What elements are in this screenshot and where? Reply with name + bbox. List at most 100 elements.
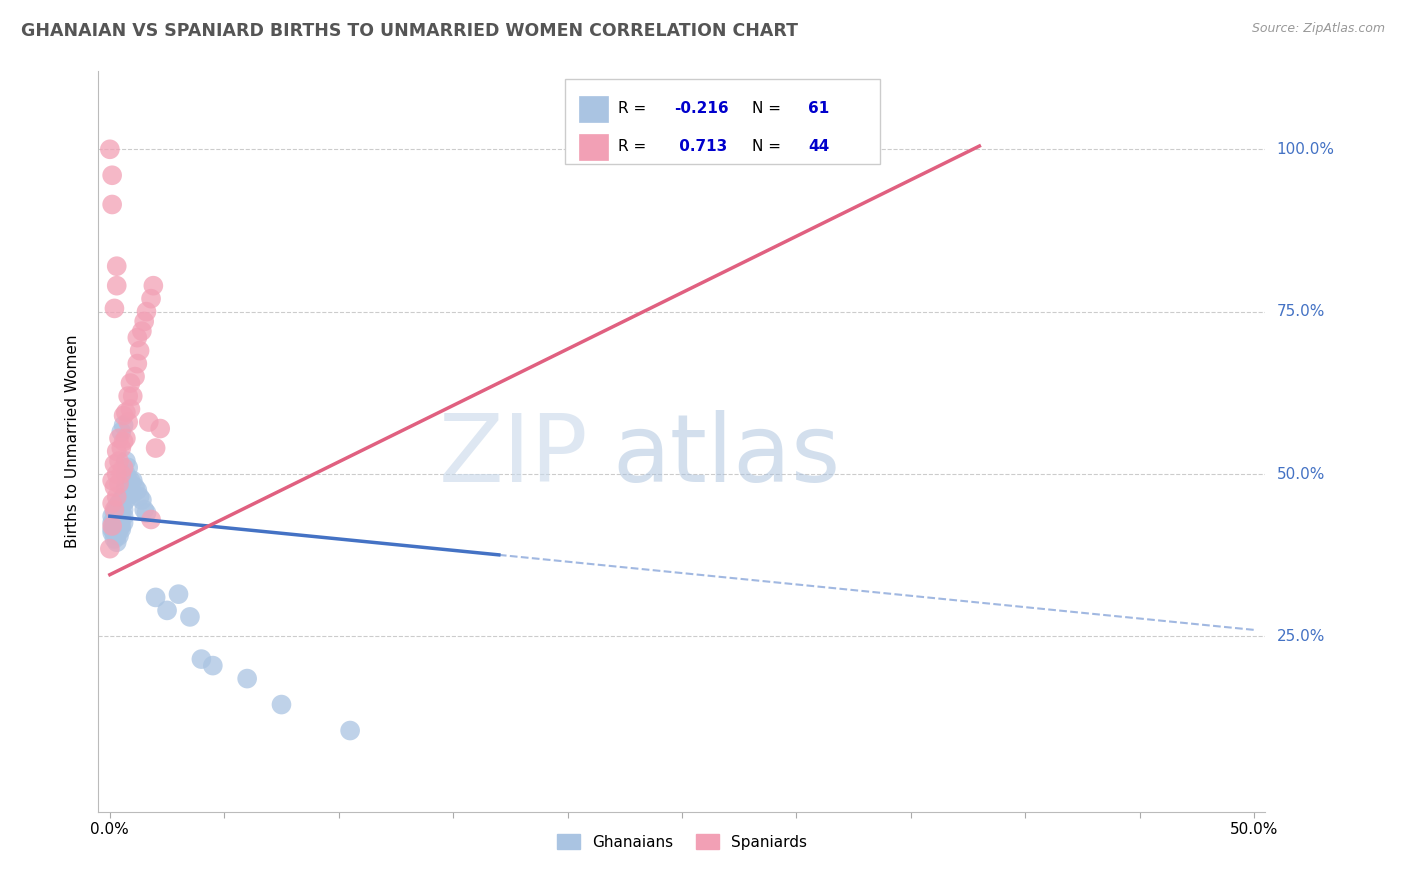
Point	[108, 454, 131, 468]
Point	[270, 698, 292, 712]
Point	[101, 525, 124, 540]
Point	[101, 509, 124, 524]
Text: N =: N =	[752, 101, 786, 116]
Text: 44: 44	[808, 139, 830, 154]
Point	[117, 460, 139, 475]
Point	[112, 409, 135, 423]
Point	[110, 425, 132, 439]
Point	[103, 519, 125, 533]
Point	[105, 519, 128, 533]
Point	[105, 500, 128, 514]
Point	[101, 496, 124, 510]
Legend: Ghanaians, Spaniards: Ghanaians, Spaniards	[551, 828, 813, 856]
Point	[108, 522, 131, 536]
Point	[117, 486, 139, 500]
Point	[112, 490, 135, 504]
Point	[128, 490, 150, 504]
Point	[110, 519, 132, 533]
Point	[134, 502, 156, 516]
Point	[139, 292, 162, 306]
Text: 100.0%: 100.0%	[1277, 142, 1334, 157]
Point	[108, 516, 131, 530]
Point	[101, 519, 124, 533]
Point	[103, 532, 125, 546]
Point	[105, 278, 128, 293]
Point	[101, 522, 124, 536]
Bar	[579, 134, 609, 160]
Point	[124, 480, 146, 494]
Point	[98, 142, 121, 156]
Point	[121, 474, 143, 488]
Point	[101, 168, 124, 182]
Point	[110, 522, 132, 536]
Point	[103, 506, 125, 520]
Text: 25.0%: 25.0%	[1277, 629, 1324, 644]
Point	[112, 418, 135, 433]
Point	[145, 441, 167, 455]
Point	[135, 506, 157, 520]
Text: N =: N =	[752, 139, 786, 154]
Point	[120, 474, 142, 488]
Point	[103, 457, 125, 471]
Point	[145, 591, 167, 605]
Text: ZIP: ZIP	[439, 410, 589, 502]
Point	[105, 512, 128, 526]
Point	[124, 369, 146, 384]
Point	[112, 509, 135, 524]
Text: R =: R =	[617, 139, 651, 154]
Point	[103, 502, 125, 516]
Point	[179, 610, 201, 624]
Point	[105, 506, 128, 520]
Point	[120, 376, 142, 390]
Point	[120, 402, 142, 417]
Point	[190, 652, 212, 666]
Point	[108, 502, 131, 516]
Text: 0.713: 0.713	[673, 139, 727, 154]
Point	[112, 460, 135, 475]
Point	[105, 490, 128, 504]
Text: GHANAIAN VS SPANIARD BIRTHS TO UNMARRIED WOMEN CORRELATION CHART: GHANAIAN VS SPANIARD BIRTHS TO UNMARRIED…	[21, 22, 799, 40]
Point	[108, 431, 131, 445]
Point	[105, 522, 128, 536]
Point	[110, 441, 132, 455]
Text: atlas: atlas	[612, 410, 841, 502]
Point	[103, 480, 125, 494]
Point	[117, 389, 139, 403]
Point	[105, 467, 128, 481]
Point	[110, 506, 132, 520]
Point	[103, 512, 125, 526]
Point	[121, 389, 143, 403]
Point	[127, 483, 149, 498]
Point	[105, 529, 128, 543]
Point	[236, 672, 259, 686]
Point	[128, 343, 150, 358]
Point	[108, 509, 131, 524]
Point	[112, 434, 135, 449]
Point	[110, 512, 132, 526]
Point	[167, 587, 190, 601]
Point	[112, 502, 135, 516]
Bar	[565, 78, 880, 164]
Point	[103, 525, 125, 540]
Point	[103, 301, 125, 316]
Point	[112, 516, 135, 530]
Point	[110, 500, 132, 514]
Point	[105, 444, 128, 458]
Point	[131, 493, 153, 508]
Text: 50.0%: 50.0%	[1277, 467, 1324, 482]
Point	[101, 197, 124, 211]
Y-axis label: Births to Unmarried Women: Births to Unmarried Women	[65, 334, 80, 549]
Point	[115, 493, 138, 508]
Point	[110, 467, 132, 481]
Point	[134, 314, 156, 328]
Point	[139, 512, 162, 526]
Point	[108, 529, 131, 543]
Point	[101, 474, 124, 488]
Point	[138, 415, 160, 429]
Text: 61: 61	[808, 101, 830, 116]
Point	[201, 658, 224, 673]
Point	[131, 324, 153, 338]
Point	[108, 476, 131, 491]
Point	[115, 454, 138, 468]
Text: Source: ZipAtlas.com: Source: ZipAtlas.com	[1251, 22, 1385, 36]
